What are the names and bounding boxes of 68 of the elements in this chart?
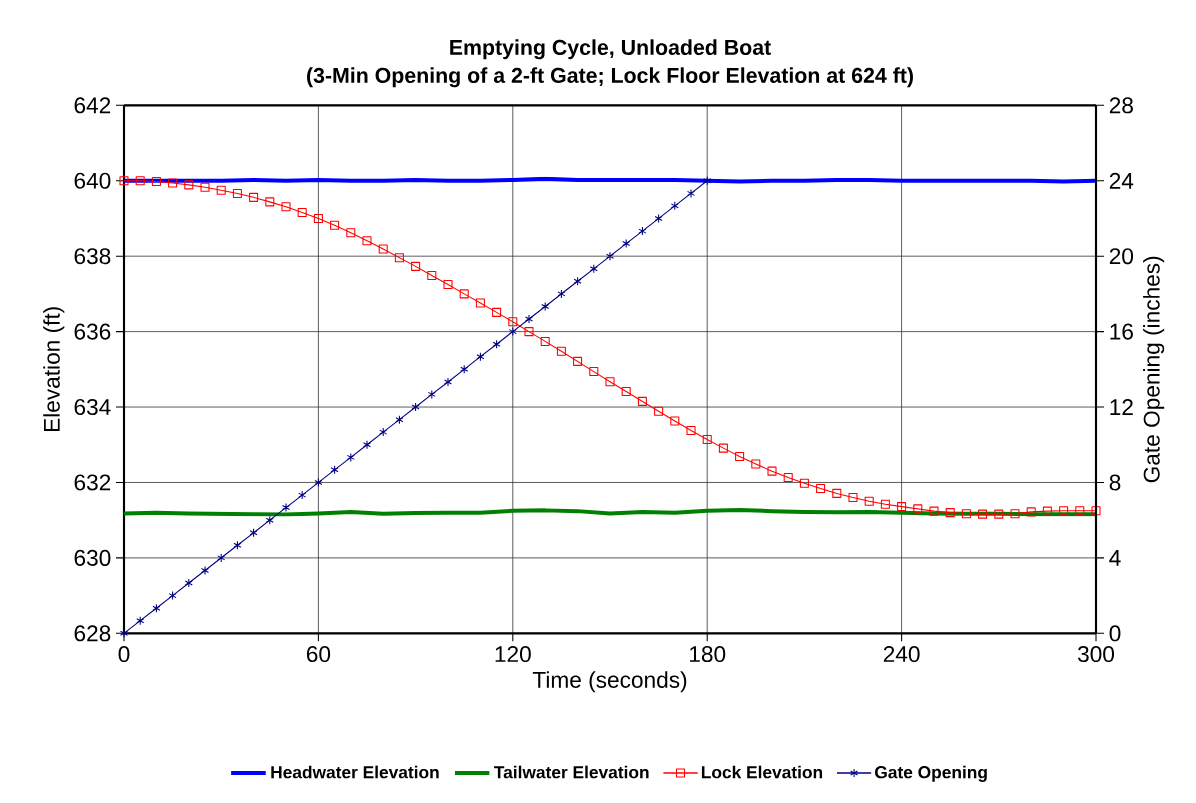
- point: [330, 465, 339, 475]
- point: [314, 478, 323, 488]
- point: [606, 251, 615, 261]
- point: [379, 427, 388, 437]
- y2-tick-label: 12: [1110, 399, 1133, 416]
- y-tick-label: 642: [74, 97, 111, 114]
- y2-tick-label: 4: [1109, 550, 1121, 566]
- y2-tick-label: 16: [1110, 323, 1133, 340]
- chart-title: Emptying Cycle, Unloaded Boat: [450, 39, 771, 60]
- y-tick-label: 636: [74, 323, 111, 340]
- x-axis-title: Time (seconds): [532, 671, 687, 693]
- y-tick-label: 632: [74, 474, 111, 491]
- point: [541, 302, 550, 312]
- point: [622, 239, 631, 249]
- point: [427, 390, 436, 400]
- y2-axis-title: Gate Opening (inches): [1143, 256, 1165, 483]
- x-tick-label: 300: [1077, 646, 1115, 663]
- point: [217, 553, 226, 563]
- y-axis-title: Elevation (ft): [43, 307, 65, 432]
- x-tick-label: 180: [690, 646, 726, 663]
- point: [346, 453, 355, 463]
- legend-label: Tailwater Elevation: [494, 765, 649, 779]
- legend-label: Gate Opening: [875, 765, 987, 783]
- x-tick-label: 0: [118, 646, 130, 663]
- x-tick-label: 60: [306, 646, 331, 663]
- point: [687, 189, 696, 199]
- point: [298, 490, 307, 500]
- point: [282, 503, 291, 513]
- point: [395, 415, 404, 425]
- point: [476, 352, 485, 362]
- point: [363, 440, 372, 450]
- point: [120, 628, 129, 639]
- y-tick-label: 630: [74, 550, 111, 567]
- point: [654, 214, 663, 224]
- point: [249, 528, 258, 538]
- point: [670, 201, 679, 211]
- y2-tick-label: 20: [1109, 248, 1134, 265]
- point: [184, 578, 193, 588]
- point: [265, 515, 274, 525]
- point: [557, 289, 566, 299]
- y-tick-label: 634: [74, 399, 111, 416]
- x-tick-label: 240: [883, 646, 920, 663]
- legend-label: Headwater Elevation: [271, 765, 439, 779]
- y-tick-label: 640: [74, 172, 111, 189]
- y2-tick-label: 28: [1109, 97, 1133, 114]
- point: [703, 176, 712, 186]
- y-tick-label: 638: [74, 248, 111, 265]
- point: [525, 314, 534, 324]
- point: [411, 402, 420, 412]
- point: [589, 264, 598, 274]
- point: [152, 603, 161, 613]
- chart-subtitle: (3-Min Opening of a 2-ft Gate; Lock Floor Elevation at 624 ft): [307, 67, 913, 88]
- point: [492, 339, 501, 349]
- point: [444, 377, 453, 387]
- legend-label: Lock Elevation: [701, 765, 823, 779]
- point: [508, 327, 517, 337]
- y2-tick-label: 24: [1109, 173, 1134, 189]
- x-tick-label: 120: [495, 646, 531, 663]
- point: [638, 226, 647, 236]
- point: [201, 566, 210, 576]
- point: [573, 276, 582, 286]
- point: [168, 591, 177, 601]
- point: [136, 616, 145, 626]
- y2-tick-label: 8: [1109, 474, 1121, 491]
- point: [233, 540, 242, 550]
- point: [460, 364, 469, 375]
- y2-tick-label: 0: [1109, 625, 1121, 642]
- y-tick-label: 628: [74, 625, 111, 642]
